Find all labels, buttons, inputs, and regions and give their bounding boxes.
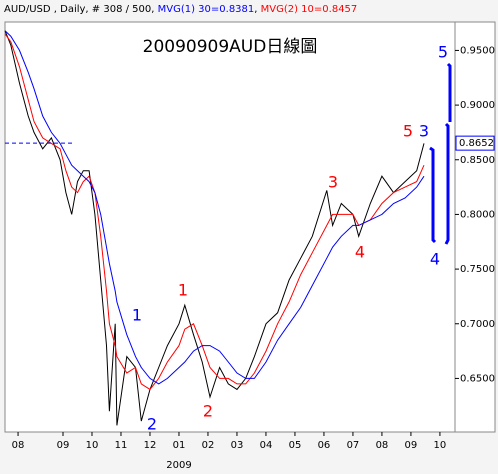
x-tick-label: 07 — [347, 440, 360, 451]
last-price-label: 0.8652 — [459, 138, 494, 149]
wave-label: 3 — [419, 122, 429, 141]
wave-label: 1 — [178, 281, 188, 300]
y-tick-label: 0.7000 — [460, 319, 495, 330]
bracket — [429, 146, 437, 244]
wave-label: 2 — [147, 415, 157, 434]
wave-brackets — [429, 62, 452, 245]
x-tick-label: 08 — [12, 440, 25, 451]
x-tick-label: 01 — [173, 440, 186, 451]
x-tick-label: 11 — [115, 440, 128, 451]
x-tick-label: 02 — [202, 440, 215, 451]
header-part: MVG(1) 30=0.8381 — [158, 4, 255, 15]
wave-label: 4 — [355, 243, 365, 262]
x-tick-label: 09 — [57, 440, 70, 451]
wave-label: 1 — [132, 306, 142, 325]
header: AUD/USD , Daily, # 308 / 500, MVG(1) 30=… — [4, 4, 357, 15]
wave-label: 5 — [438, 43, 448, 62]
wave-label: 2 — [203, 402, 213, 421]
x-tick-label: 05 — [289, 440, 302, 451]
header-part: AUD/USD , Daily, # 308 / 500, — [4, 4, 158, 15]
x-tick-label: 08 — [376, 440, 389, 451]
y-tick-label: 0.8500 — [460, 155, 495, 166]
y-tick-label: 0.6500 — [460, 373, 495, 384]
header-part: MVG(2) 10=0.8457 — [261, 4, 358, 15]
y-tick-label: 0.9000 — [460, 100, 495, 111]
y-tick-label: 0.7500 — [460, 264, 495, 275]
chart-title: 20090909AUD日線圖 — [143, 37, 318, 57]
y-tick-label: 0.8000 — [460, 209, 495, 220]
x-tick-label: 06 — [318, 440, 331, 451]
x-tick-label: 09 — [405, 440, 418, 451]
x-tick-label: 10 — [434, 440, 447, 451]
y-tick-label: 0.9500 — [460, 45, 495, 56]
year-label: 2009 — [166, 460, 191, 471]
price-axis — [454, 21, 496, 433]
series-line — [4, 30, 425, 385]
x-tick-label: 03 — [231, 440, 244, 451]
wave-label: 3 — [328, 173, 338, 192]
header-part: , — [254, 4, 260, 15]
series-line — [4, 33, 425, 391]
wave-label: 5 — [403, 122, 413, 141]
bracket — [444, 122, 450, 245]
last-price-box — [455, 135, 495, 151]
wave-label: 4 — [430, 250, 440, 269]
x-tick-label: 04 — [260, 440, 273, 451]
bracket — [446, 62, 452, 122]
plot-area — [4, 21, 456, 433]
series-line — [4, 30, 425, 426]
x-tick-label: 10 — [86, 440, 99, 451]
x-tick-label: 12 — [144, 440, 157, 451]
